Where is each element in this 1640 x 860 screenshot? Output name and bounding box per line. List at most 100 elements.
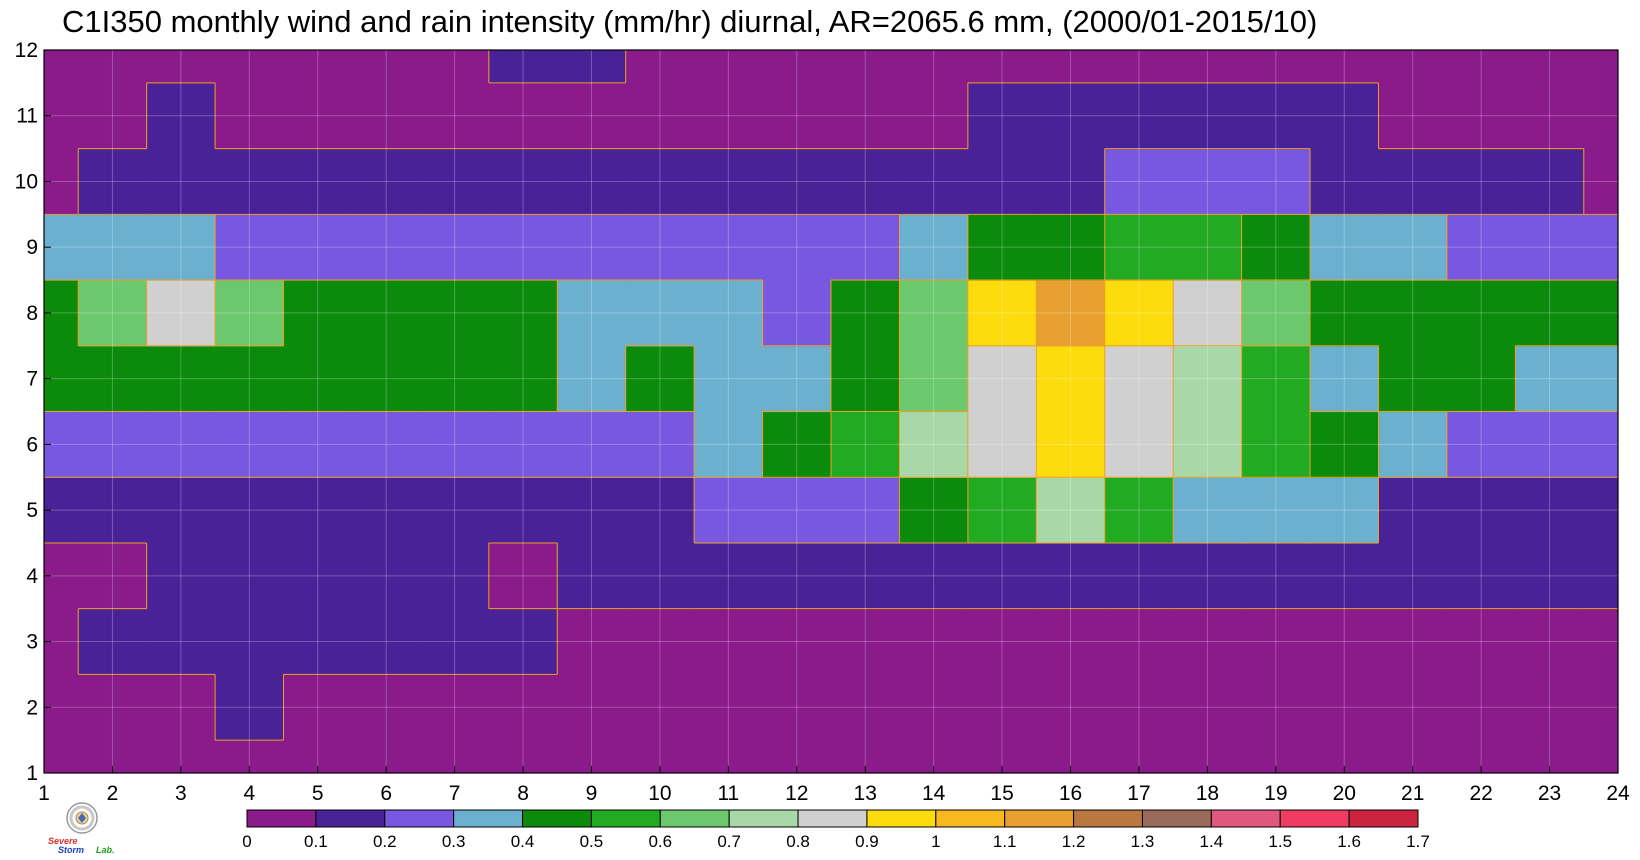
heatmap-cell bbox=[283, 608, 353, 676]
heatmap-cell bbox=[1310, 411, 1380, 478]
x-tick-label: 17 bbox=[1127, 782, 1150, 805]
heatmap-cell bbox=[557, 280, 627, 347]
heatmap-cell bbox=[78, 411, 148, 478]
colorbar-swatch bbox=[797, 809, 868, 828]
heatmap-cell bbox=[1378, 280, 1448, 347]
heatmap-cell bbox=[1515, 345, 1585, 413]
heatmap-cell bbox=[625, 411, 695, 478]
heatmap-cell bbox=[557, 477, 627, 544]
x-tick-label: 12 bbox=[785, 782, 808, 805]
heatmap-cell bbox=[1310, 214, 1380, 281]
heatmap-cell bbox=[1446, 345, 1516, 413]
heatmap-cell bbox=[1173, 608, 1243, 676]
heatmap-cell bbox=[1173, 214, 1243, 281]
heatmap-cell bbox=[283, 477, 353, 544]
heatmap-cell bbox=[420, 280, 490, 347]
heatmap-cell bbox=[831, 477, 901, 544]
colorbar-tick-label: 0.2 bbox=[373, 832, 397, 851]
heatmap-cell bbox=[283, 542, 353, 610]
heatmap-cell bbox=[557, 148, 627, 215]
heatmap-cell bbox=[488, 411, 558, 478]
heatmap-cell bbox=[762, 50, 832, 84]
y-tick-label: 8 bbox=[26, 302, 38, 325]
heatmap-cell bbox=[420, 214, 490, 281]
heatmap-cell bbox=[78, 214, 148, 281]
heatmap-cell bbox=[420, 148, 490, 215]
heatmap-cell bbox=[1583, 411, 1618, 478]
heatmap-cell bbox=[694, 608, 764, 676]
heatmap-cell bbox=[557, 608, 627, 676]
heatmap-cell bbox=[1446, 411, 1516, 478]
heatmap-cell bbox=[1583, 82, 1618, 150]
colorbar-tick-label: 1.5 bbox=[1268, 832, 1292, 851]
heatmap-cell bbox=[283, 674, 353, 741]
colorbar-swatch bbox=[659, 809, 730, 828]
heatmap-cell bbox=[146, 50, 216, 84]
heatmap-cell bbox=[762, 608, 832, 676]
heatmap-cell bbox=[831, 411, 901, 478]
y-tick-label: 1 bbox=[26, 762, 38, 785]
heatmap-cell bbox=[215, 214, 285, 281]
heatmap-cell bbox=[831, 280, 901, 347]
heatmap-cell bbox=[1515, 542, 1585, 610]
heatmap-cell bbox=[762, 148, 832, 215]
heatmap-cell bbox=[146, 477, 216, 544]
heatmap-cell bbox=[78, 50, 148, 84]
heatmap-cell bbox=[557, 345, 627, 413]
heatmap-cell bbox=[351, 82, 421, 150]
heatmap-cell bbox=[1173, 345, 1243, 413]
heatmap-cell bbox=[1104, 148, 1174, 215]
heatmap-cell bbox=[1241, 280, 1311, 347]
heatmap-cell bbox=[146, 280, 216, 347]
heatmap-cell bbox=[625, 214, 695, 281]
heatmap-cell bbox=[1310, 674, 1380, 741]
heatmap-cell bbox=[967, 411, 1037, 478]
heatmap-cell bbox=[831, 345, 901, 413]
heatmap-cell bbox=[967, 214, 1037, 281]
heatmap-cell bbox=[1583, 280, 1618, 347]
colorbar-swatch bbox=[1004, 809, 1075, 828]
heatmap-cell bbox=[899, 411, 969, 478]
heatmap-cell bbox=[967, 542, 1037, 610]
heatmap-cells bbox=[44, 50, 1618, 773]
colorbar-tick-label: 0.7 bbox=[717, 832, 741, 851]
x-tick-label: 20 bbox=[1333, 782, 1356, 805]
heatmap-cell bbox=[1378, 542, 1448, 610]
heatmap-cell bbox=[831, 542, 901, 610]
heatmap-cell bbox=[420, 608, 490, 676]
heatmap-cell bbox=[1583, 50, 1618, 84]
heatmap-cell bbox=[1446, 674, 1516, 741]
heatmap-cell bbox=[625, 148, 695, 215]
colorbar-swatch bbox=[1073, 809, 1143, 828]
heatmap-cell bbox=[215, 50, 285, 84]
colorbar-tick-label: 0.9 bbox=[855, 832, 879, 851]
x-axis: 1 2 3 4 5 6 7 8 9 10 11 12 13 14 15 16 17 18 19 20 21 22 23 24 bbox=[38, 766, 1630, 805]
heatmap-cell bbox=[351, 411, 421, 478]
heatmap-cell bbox=[420, 411, 490, 478]
heatmap-cell bbox=[146, 82, 216, 150]
heatmap-cell bbox=[215, 477, 285, 544]
x-tick-label: 21 bbox=[1401, 782, 1424, 805]
heatmap-cell bbox=[1583, 214, 1618, 281]
heatmap-cell bbox=[1310, 477, 1380, 544]
colorbar-tick-label: 0.1 bbox=[304, 832, 328, 851]
heatmap-cell bbox=[831, 82, 901, 150]
heatmap-cell bbox=[146, 345, 216, 413]
colorbar-swatch bbox=[315, 809, 386, 828]
heatmap-cell bbox=[78, 82, 148, 150]
heatmap-cell bbox=[1036, 345, 1106, 413]
heatmap-cell bbox=[1173, 411, 1243, 478]
heatmap-cell bbox=[215, 608, 285, 676]
x-tick-label: 1 bbox=[38, 782, 50, 805]
heatmap-cell bbox=[1446, 280, 1516, 347]
heatmap-cell bbox=[1515, 148, 1585, 215]
heatmap-cell bbox=[967, 608, 1037, 676]
heatmap-cell bbox=[831, 608, 901, 676]
heatmap-cell bbox=[1036, 542, 1106, 610]
heatmap-cell bbox=[283, 411, 353, 478]
heatmap-cell bbox=[899, 214, 969, 281]
heatmap-cell bbox=[899, 345, 969, 413]
colorbar-tick-label: 0.3 bbox=[442, 832, 466, 851]
x-tick-label: 11 bbox=[717, 782, 739, 805]
heatmap-cell bbox=[625, 477, 695, 544]
